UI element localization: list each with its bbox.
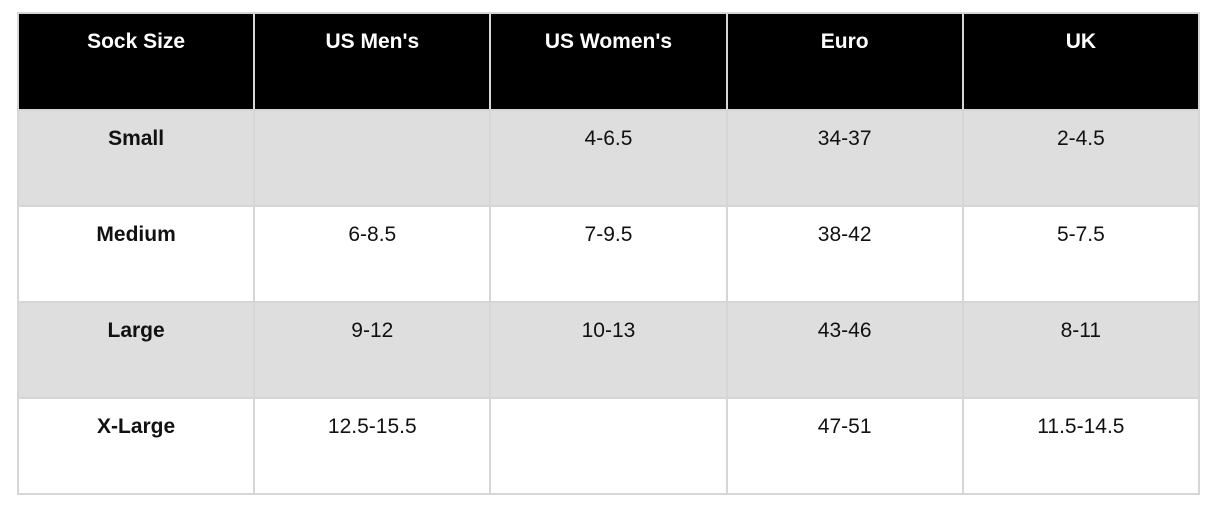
column-header-us-womens: US Women's: [489, 12, 728, 111]
cell-small-uk: 2-4.5: [961, 109, 1201, 207]
column-header-uk: UK: [961, 12, 1201, 111]
cell-x-large-euro: 47-51: [725, 397, 964, 495]
cell-large-us-mens: 9-12: [253, 301, 492, 399]
table-header: Sock Size US Men's US Women's Euro UK: [16, 12, 1201, 111]
cell-large-uk: 8-11: [961, 301, 1201, 399]
sock-size-chart-table: Sock Size US Men's US Women's Euro UK Sm…: [16, 12, 1201, 495]
row-label-x-large: X-Large: [16, 397, 256, 495]
cell-x-large-uk: 11.5-14.5: [961, 397, 1201, 495]
table-row-small: Small 4-6.5 34-37 2-4.5: [16, 109, 1201, 207]
row-label-small: Small: [16, 109, 256, 207]
table-row-x-large: X-Large 12.5-15.5 47-51 11.5-14.5: [16, 397, 1201, 495]
column-header-sock-size: Sock Size: [16, 12, 256, 111]
cell-x-large-us-womens: [489, 397, 728, 495]
row-label-medium: Medium: [16, 205, 256, 303]
row-label-large: Large: [16, 301, 256, 399]
cell-medium-euro: 38-42: [725, 205, 964, 303]
cell-medium-us-mens: 6-8.5: [253, 205, 492, 303]
table-body: Small 4-6.5 34-37 2-4.5 Medium 6-8.5 7-9…: [16, 109, 1201, 495]
cell-small-us-womens: 4-6.5: [489, 109, 728, 207]
column-header-euro: Euro: [725, 12, 964, 111]
cell-small-euro: 34-37: [725, 109, 964, 207]
column-header-us-mens: US Men's: [253, 12, 492, 111]
table-row-medium: Medium 6-8.5 7-9.5 38-42 5-7.5: [16, 205, 1201, 303]
cell-large-us-womens: 10-13: [489, 301, 728, 399]
table-row-large: Large 9-12 10-13 43-46 8-11: [16, 301, 1201, 399]
cell-x-large-us-mens: 12.5-15.5: [253, 397, 492, 495]
header-row: Sock Size US Men's US Women's Euro UK: [16, 12, 1201, 111]
cell-small-us-mens: [253, 109, 492, 207]
cell-medium-us-womens: 7-9.5: [489, 205, 728, 303]
cell-large-euro: 43-46: [725, 301, 964, 399]
cell-medium-uk: 5-7.5: [961, 205, 1201, 303]
